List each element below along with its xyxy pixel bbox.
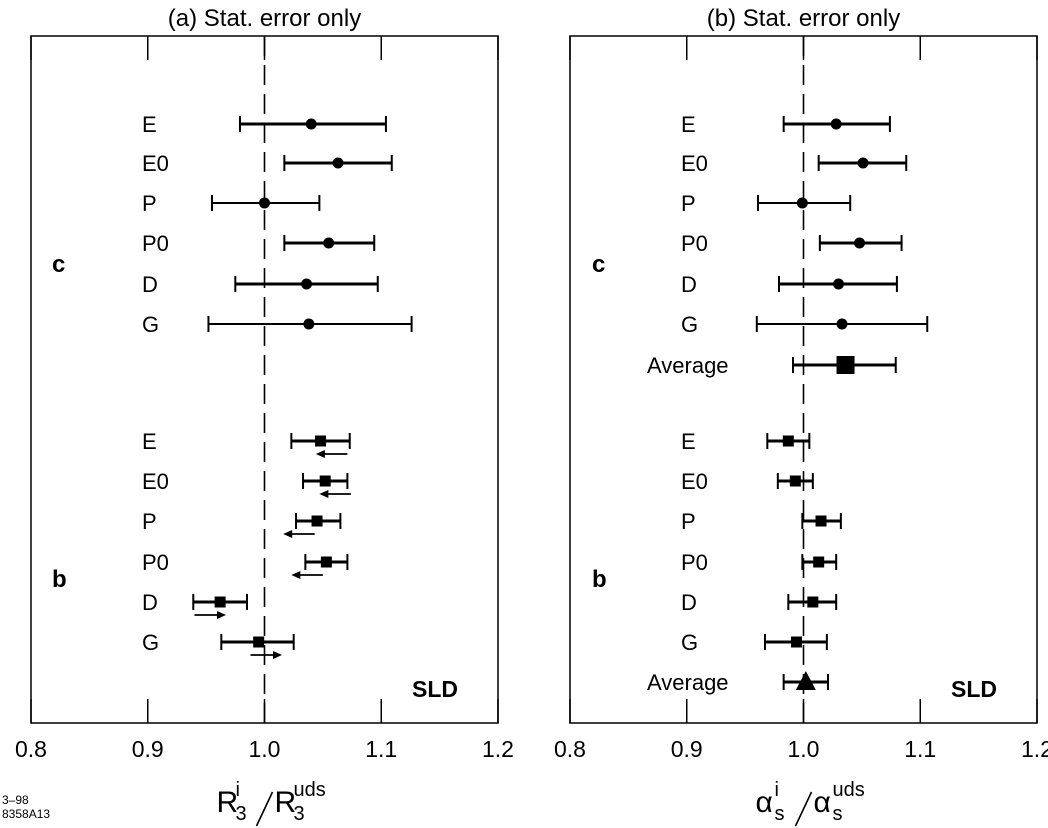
x-axis-label-slash — [794, 791, 813, 827]
average-b-marker — [795, 671, 816, 690]
point-c-e-label: E — [142, 112, 157, 137]
average-c-marker — [836, 356, 855, 374]
point-c-p0-marker — [854, 237, 866, 249]
x-axis-label-numerator: α — [756, 786, 773, 819]
point-b-p-shift-arrow-head — [283, 530, 293, 538]
point-c-p0-label: P0 — [142, 231, 169, 256]
point-c-d-label: D — [142, 272, 158, 297]
x-axis-label-numerator-sub: s — [775, 803, 785, 825]
point-b-g-label: G — [142, 630, 159, 655]
point-b-d-marker — [807, 596, 819, 608]
point-b-p-marker — [311, 515, 323, 527]
x-tick-label: 1.0 — [249, 736, 281, 762]
point-c-p0-marker — [323, 237, 335, 249]
point-b-d-label: D — [142, 590, 158, 615]
point-b-p0-marker — [320, 556, 332, 568]
point-c-g-marker — [836, 318, 848, 330]
x-axis-label-denominator: α — [814, 786, 831, 819]
point-b-g-shift-arrow-head — [273, 651, 283, 659]
sld-label: SLD — [412, 676, 458, 702]
average-c-label: Average — [647, 353, 729, 378]
point-b-e-marker — [315, 435, 327, 447]
point-b-p-marker — [815, 515, 827, 527]
footnote-line1: 3–98 — [2, 793, 29, 807]
x-tick-label: 1.2 — [482, 736, 514, 762]
x-tick-label: 1.1 — [365, 736, 397, 762]
x-axis-label-denominator-sub: 3 — [294, 803, 305, 825]
point-c-e0-marker — [332, 157, 344, 169]
footnote-line2: 8358A13 — [2, 807, 50, 821]
point-b-p0-label: P0 — [142, 550, 169, 575]
group-label-b: b — [52, 566, 67, 593]
sld-label: SLD — [951, 676, 997, 702]
x-axis-label-denominator-sup: uds — [294, 779, 326, 801]
x-axis-label-numerator: R — [217, 786, 239, 819]
point-b-p-label: P — [142, 509, 157, 534]
group-label-c: c — [592, 251, 605, 278]
panel-title: (a) Stat. error only — [168, 5, 361, 32]
point-b-p0-label: P0 — [681, 550, 708, 575]
point-b-p0-shift-arrow-head — [291, 571, 301, 579]
point-c-d-marker — [301, 278, 313, 290]
x-axis-label-denominator: R — [275, 786, 297, 819]
point-b-d-marker — [214, 596, 226, 608]
point-c-e0-label: E0 — [681, 151, 708, 176]
point-c-p0-label: P0 — [681, 231, 708, 256]
point-b-e0-marker — [319, 475, 331, 487]
x-tick-label: 1.1 — [904, 736, 936, 762]
point-b-p0-marker — [813, 556, 825, 568]
point-b-e-shift-arrow-head — [315, 450, 325, 458]
x-tick-label: 0.8 — [554, 736, 586, 762]
point-b-e-marker — [782, 435, 794, 447]
group-label-b: b — [592, 566, 607, 593]
x-tick-label: 0.9 — [132, 736, 164, 762]
average-b-label: Average — [647, 670, 729, 695]
point-c-p-marker — [259, 197, 270, 209]
point-c-p-label: P — [142, 191, 157, 216]
point-c-e-label: E — [681, 112, 696, 137]
point-c-e-marker — [305, 118, 317, 130]
point-c-e0-marker — [857, 157, 869, 169]
x-axis-label-numerator-sup: i — [236, 779, 240, 801]
x-tick-label: 0.9 — [671, 736, 703, 762]
x-axis-label-slash — [255, 791, 274, 827]
x-axis-label-denominator-sub: s — [833, 803, 843, 825]
panel-title: (b) Stat. error only — [707, 5, 900, 32]
point-c-p-label: P — [681, 191, 696, 216]
point-c-g-marker — [303, 318, 315, 330]
x-axis-label-numerator-sub: 3 — [236, 803, 247, 825]
point-b-e0-marker — [789, 475, 801, 487]
point-c-d-marker — [833, 278, 845, 290]
x-axis-label-denominator-sup: uds — [833, 779, 865, 801]
point-c-e0-label: E0 — [142, 151, 169, 176]
point-b-d-shift-arrow-head — [216, 611, 226, 619]
point-c-e-marker — [830, 118, 842, 130]
point-b-e0-shift-arrow-head — [319, 490, 329, 498]
point-c-g-label: G — [681, 312, 698, 337]
point-b-e-label: E — [681, 429, 696, 454]
point-c-p-marker — [796, 197, 808, 209]
x-tick-label: 1.0 — [788, 736, 820, 762]
point-b-d-label: D — [681, 590, 697, 615]
point-b-g-marker — [253, 636, 265, 648]
x-axis-label-numerator-sup: i — [775, 779, 779, 801]
point-b-e0-label: E0 — [142, 469, 169, 494]
point-c-g-label: G — [142, 312, 159, 337]
point-b-p-label: P — [681, 509, 696, 534]
point-b-g-label: G — [681, 630, 698, 655]
x-tick-label: 1.2 — [1021, 736, 1048, 762]
group-label-c: c — [52, 251, 65, 278]
point-b-e0-label: E0 — [681, 469, 708, 494]
point-b-g-marker — [790, 636, 802, 648]
point-c-d-label: D — [681, 272, 697, 297]
point-b-e-label: E — [142, 429, 157, 454]
x-tick-label: 0.8 — [15, 736, 47, 762]
